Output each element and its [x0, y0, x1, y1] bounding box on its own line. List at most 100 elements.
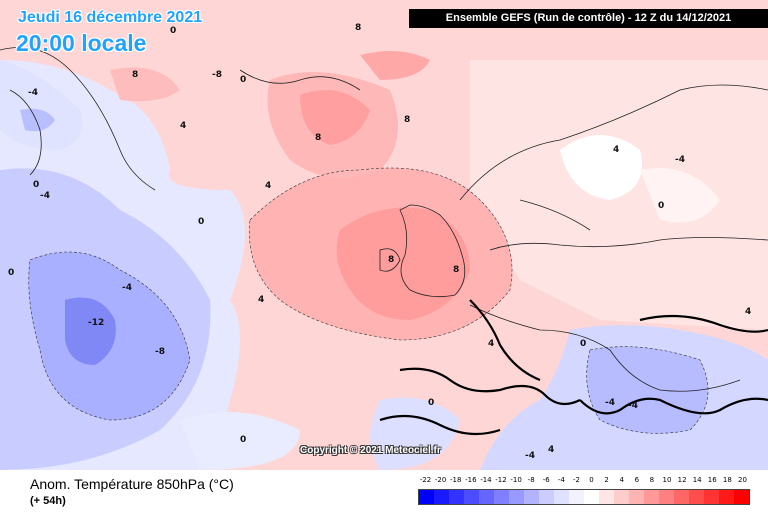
contour-label: 8	[315, 133, 321, 143]
contour-label: 4	[488, 339, 494, 349]
run-banner: Ensemble GEFS (Run de contrôle) - 12 Z d…	[409, 9, 768, 28]
coastlines	[0, 47, 768, 392]
legend-label: -14	[480, 476, 492, 484]
legend-swatch	[644, 490, 659, 504]
legend-label: 14	[692, 476, 702, 484]
lead-time: (+ 54h)	[30, 495, 66, 507]
legend-label: 6	[634, 476, 640, 484]
forecast-date: Jeudi 16 décembre 2021	[18, 9, 203, 26]
legend-swatch	[614, 490, 629, 504]
contour-label: 0	[240, 75, 246, 85]
legend-label: -10	[510, 476, 522, 484]
contour-label: 4	[613, 145, 619, 155]
contour-label: 4	[745, 307, 751, 317]
contour-label: 8	[132, 70, 138, 80]
contour-label: 8	[404, 115, 410, 125]
legend-label: 20	[737, 476, 747, 484]
legend-swatch	[524, 490, 539, 504]
legend-swatch	[419, 490, 434, 504]
contour-label: 4	[180, 121, 186, 131]
contour-label: -4	[28, 88, 38, 98]
warm-core-uk	[336, 207, 470, 320]
contour-label: -4	[40, 191, 50, 201]
legend-swatch	[629, 490, 644, 504]
legend-label: 16	[707, 476, 717, 484]
legend-label: 4	[619, 476, 624, 484]
legend-label: -18	[450, 476, 462, 484]
legend-swatch	[704, 490, 719, 504]
legend-labels: -22 -20 -18 -16 -14 -12 -10 -8 -6 -4 -2 0 2 4 6 8 10 12 14…	[418, 476, 750, 487]
legend-label: -4	[557, 476, 565, 484]
legend-swatch	[674, 490, 689, 504]
legend-label: -22	[419, 476, 432, 484]
contour-labels: 8 -8 0 8 8 4 8 4 0 -4 -12 -8 4 0 8 8 4 4…	[8, 23, 751, 461]
contour-label: 4	[548, 445, 554, 455]
legend-swatch	[479, 490, 494, 504]
neutral-patch-scandinavia	[560, 135, 642, 200]
contour-label: 8	[453, 265, 459, 275]
contour-label: 0	[8, 268, 14, 278]
contour-lines	[28, 167, 709, 434]
map-canvas: 8 -8 0 8 8 4 8 4 0 -4 -12 -8 4 0 8 8 4 4…	[0, 0, 768, 470]
forecast-time: 20:00 locale	[16, 30, 147, 56]
contour-label: -4	[525, 451, 535, 461]
contour-label: 8	[355, 23, 361, 33]
warm-patch-north	[360, 51, 430, 80]
contour-label: 0	[240, 435, 246, 445]
warm-core-norwegian-sea	[300, 90, 370, 145]
legend-swatch	[539, 490, 554, 504]
legend-label: -20	[434, 476, 447, 484]
legend-label: 18	[722, 476, 732, 484]
legend-bar	[418, 489, 750, 505]
legend-label: 12	[677, 476, 687, 484]
legend-swatch	[584, 490, 599, 504]
cold-core-balkans	[586, 346, 708, 434]
legend-swatch	[569, 490, 584, 504]
contour-label: -8	[212, 70, 222, 80]
contour-label: -4	[605, 398, 615, 408]
contour-label: 8	[388, 255, 394, 265]
cold-core	[65, 297, 116, 365]
contour-label: 4	[265, 181, 271, 191]
footer: Anom. Température 850hPa (°C) (+ 54h) -2…	[0, 470, 768, 512]
legend-swatch	[554, 490, 569, 504]
legend-swatch	[464, 490, 479, 504]
contour-label: -4	[122, 283, 132, 293]
copyright-notice: Copyright © 2021 Meteociel.fr	[300, 445, 441, 456]
legend-swatch	[449, 490, 464, 504]
warm-patch-greenland-sea	[110, 67, 180, 102]
legend-label: -16	[465, 476, 477, 484]
neutral-patch-baltic	[640, 168, 720, 223]
cold-field-north-africa	[370, 397, 460, 470]
legend-swatch	[599, 490, 614, 504]
contour-label: -8	[155, 347, 165, 357]
legend-swatch	[494, 490, 509, 504]
cold-greenland	[0, 60, 83, 150]
contour-label: 4	[258, 295, 264, 305]
legend-label: -12	[495, 476, 507, 484]
cold-field-south-atlantic	[180, 412, 300, 470]
contour-label: 0	[170, 26, 176, 36]
contour-label: 0	[33, 180, 39, 190]
legend-label: 8	[649, 476, 655, 484]
anomaly-map: 8 -8 0 8 8 4 8 4 0 -4 -12 -8 4 0 8 8 4 4…	[0, 0, 768, 470]
contour-label: 0	[580, 339, 586, 349]
legend-swatch	[719, 490, 734, 504]
contour-label: 0	[198, 217, 204, 227]
legend-label: -8	[527, 476, 535, 484]
legend-swatch	[734, 490, 749, 504]
legend-label: 0	[589, 476, 594, 484]
contour-label: 0	[428, 398, 434, 408]
thick-coastlines	[379, 299, 768, 436]
cold-greenland-core	[20, 108, 55, 132]
legend-label: 10	[662, 476, 672, 484]
legend-label: -6	[542, 476, 550, 484]
contour-label: -12	[88, 318, 104, 328]
legend-label: 2	[604, 476, 609, 484]
legend-swatch	[689, 490, 704, 504]
color-legend: -22 -20 -18 -16 -14 -12 -10 -8 -6 -4 -2 0 2 4 6 8 10 12 14…	[418, 476, 750, 505]
contour-label: -4	[628, 401, 638, 411]
legend-label: -2	[572, 476, 580, 484]
contour-label: -4	[675, 155, 685, 165]
parameter-title: Anom. Température 850hPa (°C)	[30, 476, 234, 492]
